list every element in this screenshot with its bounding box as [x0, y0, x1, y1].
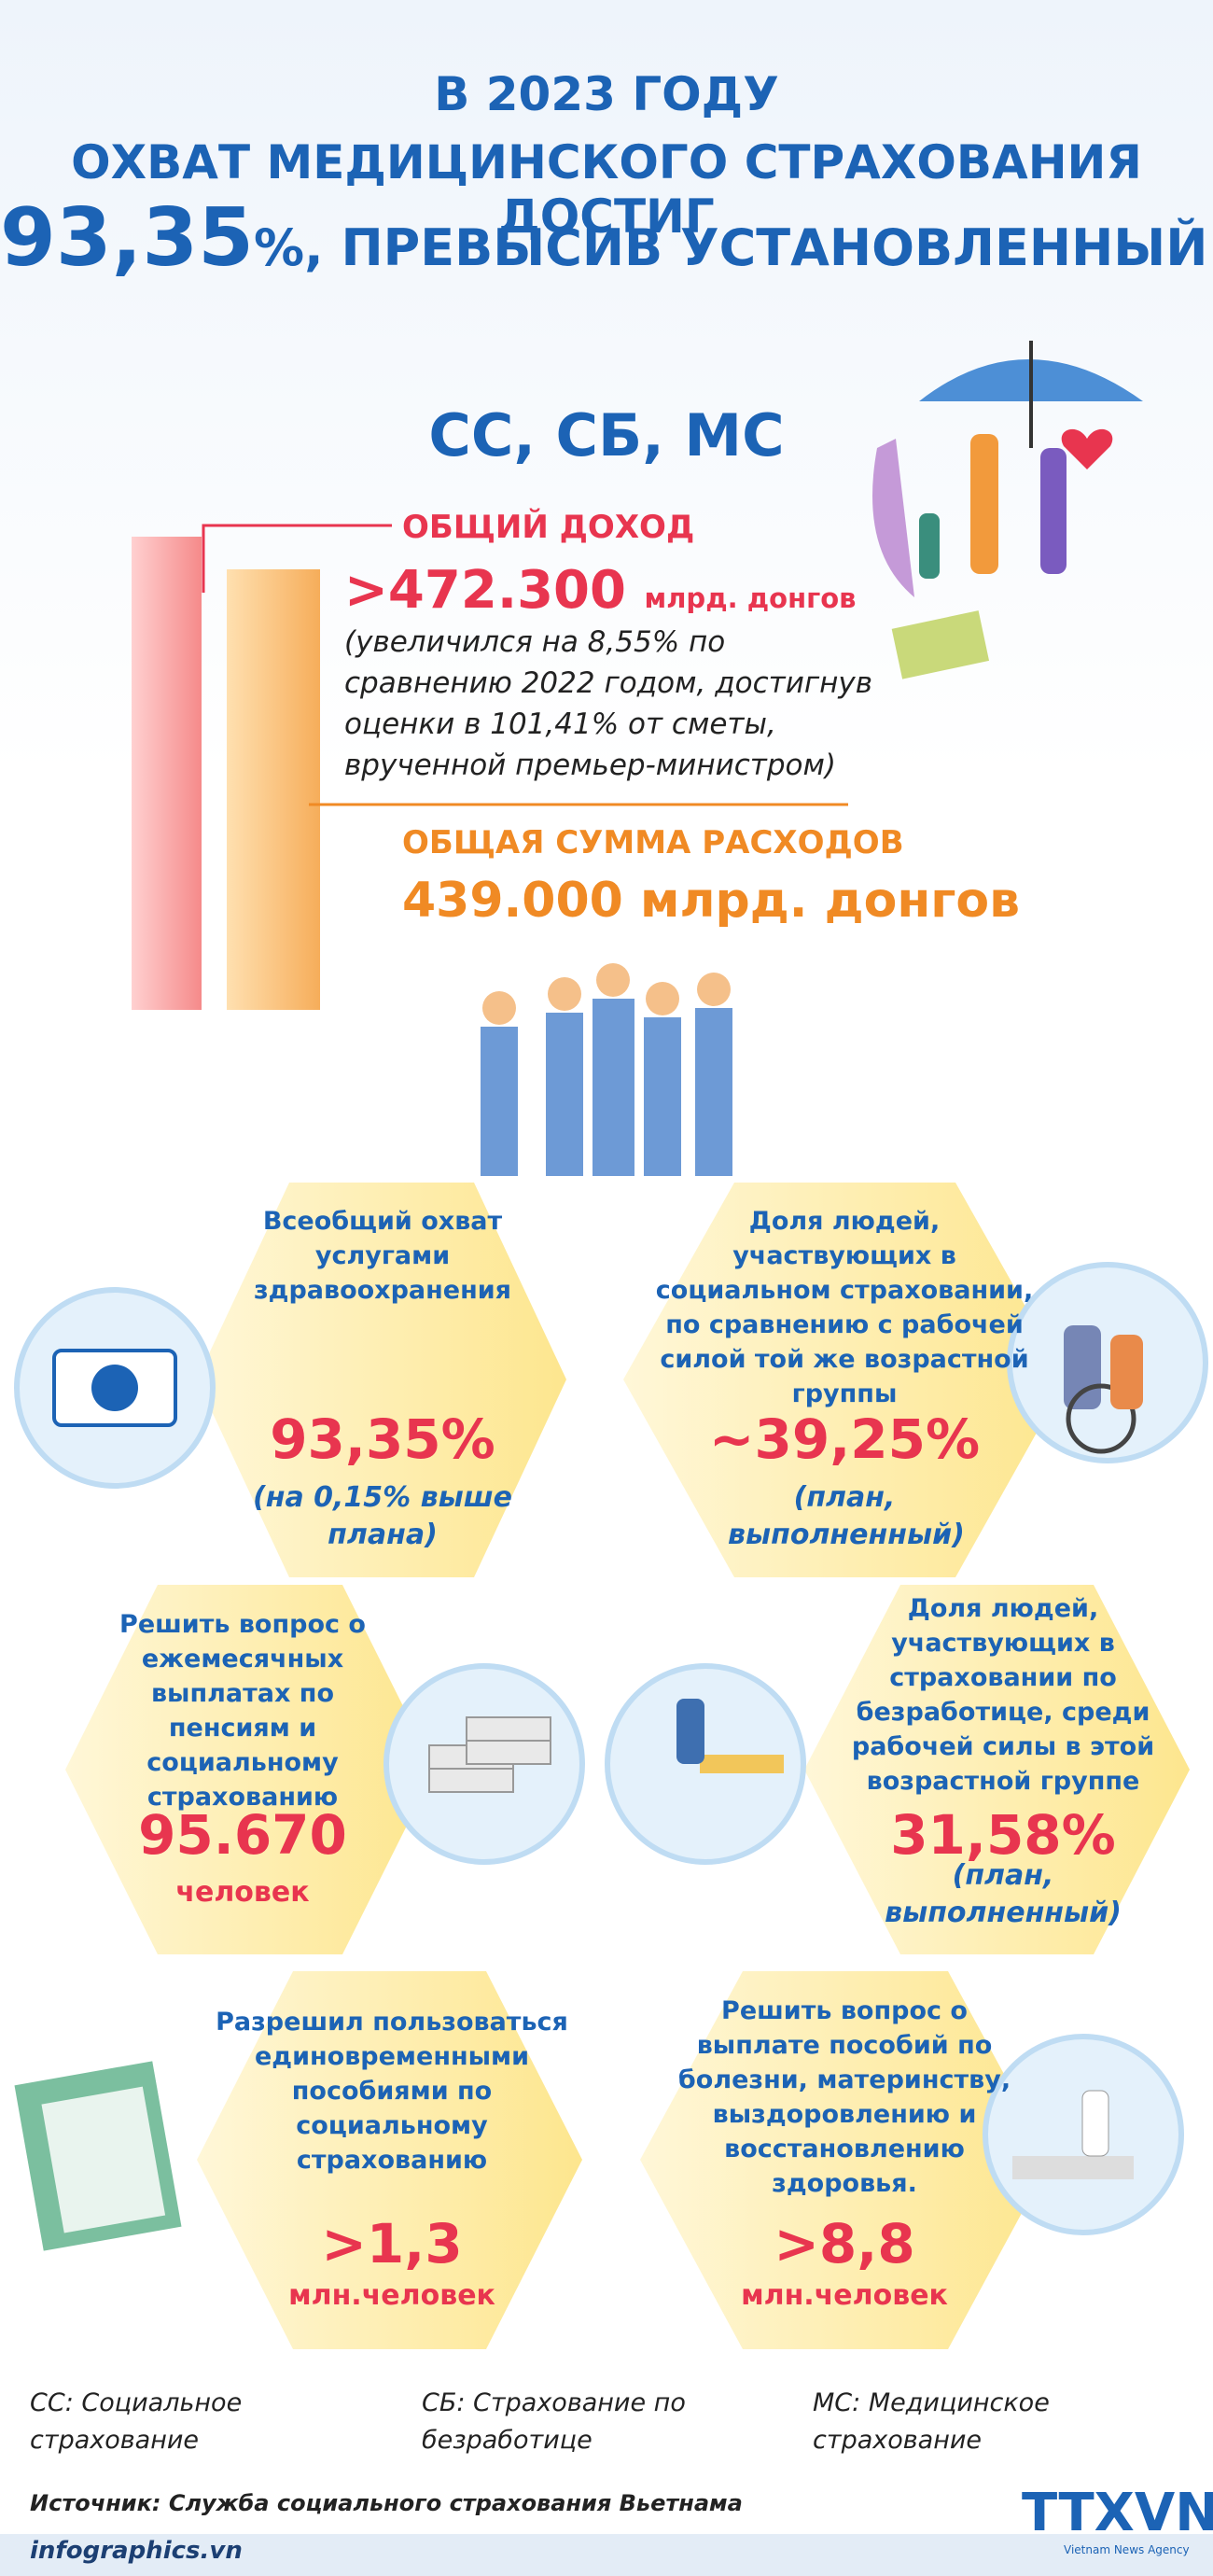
- logo-subtitle: Vietnam News Agency: [1064, 2543, 1190, 2556]
- card-title: Решить вопрос о выплате пособий по болез…: [677, 1996, 1011, 2198]
- expense-value: 439.000 млрд. донгов: [402, 873, 1021, 929]
- logo: TTXVN: [1022, 2483, 1213, 2543]
- card-note: млн.человек: [741, 2279, 948, 2312]
- card-value: 95.670: [138, 1803, 347, 1867]
- header-line: ОХВАТ МЕДИЦИНСКОГО СТРАХОВАНИЯ ДОСТИГ: [71, 135, 1142, 244]
- footnote: СС: Социальное страхование: [30, 2388, 243, 2455]
- card-value: >8,8: [774, 2212, 915, 2275]
- card-value: >1,3: [321, 2212, 463, 2275]
- card-note: (план, выполненный): [728, 1481, 965, 1551]
- card-title: Доля людей, участвующих в социальном стр…: [655, 1207, 1034, 1408]
- card-note: человек: [175, 1876, 310, 1909]
- card-title: Всеобщий охват услугами здравоохранения: [253, 1207, 512, 1305]
- card-note: (на 0,15% выше плана): [253, 1481, 512, 1551]
- card-value: 31,58%: [890, 1803, 1116, 1867]
- header-line: 93,35%, ПРЕВЫСИВ УСТАНОВЛЕННЫЙ ПЛАН.: [0, 191, 1213, 285]
- header-line: В 2023 ГОДУ: [434, 67, 779, 121]
- income-number: >472.300: [344, 560, 626, 621]
- income-value: >472.300 млрд. донгов: [344, 560, 857, 621]
- footnote: СБ: Страхование по безработице: [422, 2388, 686, 2455]
- card-title: Разрешил пользоваться единовременными по…: [216, 2008, 568, 2175]
- site: infographics.vn: [30, 2537, 243, 2565]
- header-number: 93,35: [0, 191, 255, 285]
- footnote: МС: Медицинское страхование: [813, 2388, 1050, 2455]
- expense-label: ОБЩАЯ СУММА РАСХОДОВ: [402, 824, 904, 861]
- card-value: 93,35%: [270, 1407, 495, 1471]
- income-note: (увеличился на 8,55% по сравнению 2022 г…: [344, 625, 873, 782]
- header-text: %, ПРЕВЫСИВ УСТАНОВЛЕННЫЙ ПЛАН.: [254, 218, 1213, 277]
- card-note: (план, выполненный): [885, 1859, 1122, 1929]
- card-title: Решить вопрос о ежемесячных выплатах по …: [119, 1610, 366, 1812]
- card-title: Доля людей, участвующих в страховании по…: [851, 1594, 1155, 1796]
- source: Источник: Служба социального страхования…: [30, 2490, 743, 2516]
- card-value: ~39,25%: [708, 1407, 981, 1471]
- card-note: млн.человек: [288, 2279, 495, 2312]
- income-label: ОБЩИЙ ДОХОД: [402, 509, 695, 546]
- subtitle: СС, СБ, МС: [428, 401, 785, 469]
- income-unit: млрд. донгов: [644, 582, 857, 614]
